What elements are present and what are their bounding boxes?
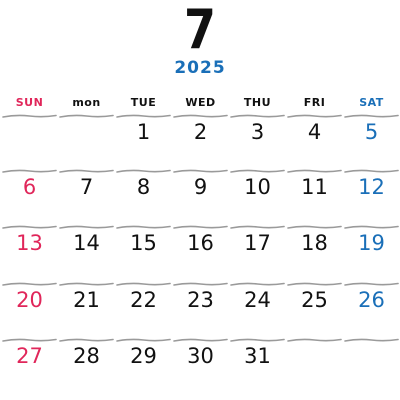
day-cell: 17 [244,231,271,255]
day-cell: 19 [358,231,385,255]
grid-rule [173,282,228,286]
year-label: 2025 [174,58,226,78]
day-cell: 21 [73,288,100,312]
grid-rule [287,114,342,118]
day-cell: 11 [301,175,328,199]
grid-rule [116,114,171,118]
day-cell: 2 [193,120,208,144]
day-cell: 16 [187,231,214,255]
weekday-header-sun: SUN [15,96,44,109]
grid-rule [344,114,399,118]
day-cell: 9 [193,175,208,199]
day-cell: 20 [16,288,43,312]
grid-rule [173,225,228,229]
day-cell: 30 [187,344,214,368]
grid-rule [287,169,342,173]
grid-rule [59,114,114,118]
grid-rule [230,169,285,173]
day-cell: 28 [73,344,100,368]
weekday-header-tue: TUE [130,96,157,109]
day-cell: 22 [130,288,157,312]
weekday-header-sat: SAT [359,96,384,109]
grid-rule [59,169,114,173]
day-cell: 31 [244,344,271,368]
day-cell: 23 [187,288,214,312]
grid-rule [173,114,228,118]
day-cell: 12 [358,175,385,199]
grid-rule [2,225,57,229]
day-cell: 26 [358,288,385,312]
grid-rule [2,169,57,173]
day-cell: 3 [250,120,265,144]
weekday-header-wed: WED [185,96,216,109]
grid-rule [173,169,228,173]
grid-rule [344,282,399,286]
day-cell: 5 [364,120,379,144]
day-cell: 7 [79,175,94,199]
grid-rule [2,114,57,118]
grid-rule [59,282,114,286]
day-cell: 6 [22,175,37,199]
day-cell: 25 [301,288,328,312]
day-cell: 18 [301,231,328,255]
grid-rule [2,282,57,286]
grid-rule [173,338,228,342]
grid-rule [344,225,399,229]
day-cell: 15 [130,231,157,255]
grid-rule [230,225,285,229]
grid-rule [2,338,57,342]
day-cell: 8 [136,175,151,199]
month-number: 7 [184,0,216,61]
grid-rule [59,338,114,342]
grid-rule [287,225,342,229]
day-cell: 4 [307,120,322,144]
grid-rule [116,225,171,229]
weekday-header-mon: mon [72,96,101,109]
grid-rule [230,114,285,118]
weekday-header-thu: THU [243,96,272,109]
day-cell: 10 [244,175,271,199]
grid-rule [230,338,285,342]
grid-rule [116,282,171,286]
grid-rule [344,169,399,173]
day-cell: 1 [136,120,151,144]
weekday-header-fri: FRI [303,96,326,109]
day-cell: 13 [16,231,43,255]
day-cell: 24 [244,288,271,312]
grid-rule [287,282,342,286]
grid-rule [344,338,399,342]
grid-rule [116,169,171,173]
grid-rule [287,338,342,342]
grid-rule [230,282,285,286]
grid-rule [59,225,114,229]
day-cell: 14 [73,231,100,255]
day-cell: 29 [130,344,157,368]
grid-rule [116,338,171,342]
day-cell: 27 [16,344,43,368]
